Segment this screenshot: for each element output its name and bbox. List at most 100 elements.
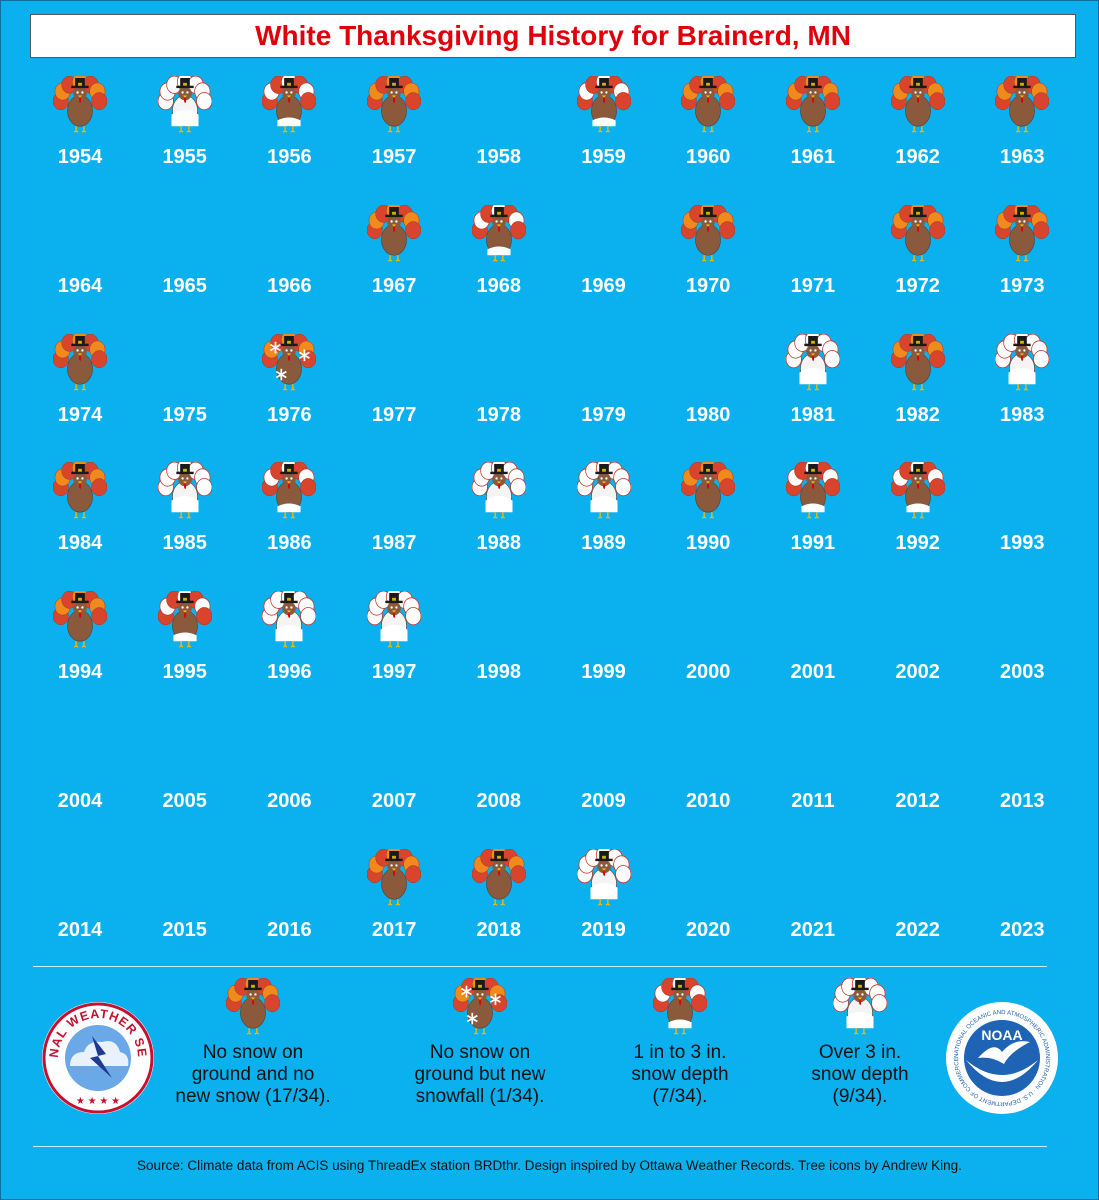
turkey-icon-deep_depth xyxy=(995,333,1050,391)
year-cell-1958: 1958 xyxy=(447,76,551,204)
legend-item-light_depth: 1 in to 3 in. snow depth (7/34). xyxy=(595,978,765,1108)
year-label: 2022 xyxy=(895,918,940,941)
year-cell-2008: 2008 xyxy=(447,720,551,848)
year-cell-2013: 2013 xyxy=(970,720,1074,848)
legend-label: Over 3 in. snow depth (9/34). xyxy=(811,1042,909,1107)
turkey-icon-none xyxy=(367,76,422,133)
year-cell-1955: 1955 xyxy=(133,76,237,204)
year-label: 1997 xyxy=(371,661,417,684)
year-label: 1986 xyxy=(267,532,312,555)
year-cell-2020: 2020 xyxy=(656,849,760,977)
year-cell-1980: 1980 xyxy=(656,334,760,462)
year-cell-2009: 2009 xyxy=(552,720,656,848)
year-cell-1962: 1962 xyxy=(866,76,970,204)
year-cell-1960: 1960 xyxy=(656,76,760,204)
year-label: 1961 xyxy=(790,146,836,168)
year-cell-2014: 2014 xyxy=(28,849,132,977)
year-label: 1967 xyxy=(371,274,417,297)
turkey-icon-none xyxy=(995,76,1050,133)
year-cell-2001: 2001 xyxy=(761,591,865,719)
legend-top-divider xyxy=(33,966,1047,967)
year-label: 2001 xyxy=(790,661,836,684)
turkey-icon-deep_depth xyxy=(576,462,631,519)
year-label: 2000 xyxy=(685,661,731,684)
noaa-logo-text: NOAA xyxy=(981,1027,1022,1043)
turkey-icon-none xyxy=(681,204,736,262)
year-label: 2003 xyxy=(1000,661,1045,684)
year-label: 1968 xyxy=(476,274,522,297)
year-cell-1977: 1977 xyxy=(342,334,446,462)
year-label: 1973 xyxy=(1000,274,1045,297)
year-cell-2012: 2012 xyxy=(866,720,970,848)
year-grid: 1954 1955 1956 1957 1958 1959 1960 1961 1962 1963… xyxy=(28,76,1074,941)
year-cell-1988: 1988 xyxy=(447,462,551,590)
turkey-icon-light_depth xyxy=(262,76,317,133)
year-label: 1969 xyxy=(581,274,626,297)
year-cell-2015: 2015 xyxy=(133,849,237,977)
nws-logo: NATIONAL WEATHER SERVICE ★ ★ ★ ★ xyxy=(35,989,156,1121)
year-label: 1963 xyxy=(1000,146,1045,168)
year-label: 2013 xyxy=(1000,790,1045,812)
year-label: 1960 xyxy=(685,146,731,168)
year-label: 2005 xyxy=(162,790,207,812)
year-label: 1988 xyxy=(476,532,522,555)
chart-title-box: White Thanksgiving History for Brainerd,… xyxy=(30,14,1076,58)
legend-bottom-divider xyxy=(33,1146,1047,1147)
year-label: 1999 xyxy=(581,661,626,684)
year-cell-2017: 2017 xyxy=(342,848,446,977)
year-cell-1970: 1970 xyxy=(656,204,760,333)
turkey-icon-deep_depth xyxy=(262,591,317,648)
year-cell-1971: 1971 xyxy=(761,205,865,333)
turkey-icon-none xyxy=(890,76,945,133)
year-label: 1957 xyxy=(371,146,417,168)
year-label: 2004 xyxy=(57,790,103,812)
year-cell-1963: 1963 xyxy=(970,76,1074,204)
year-cell-1978: 1978 xyxy=(447,334,551,462)
turkey-icon-deep_depth xyxy=(157,462,212,519)
year-cell-1998: 1998 xyxy=(447,591,551,719)
year-label: 2016 xyxy=(267,918,312,941)
year-label: 2019 xyxy=(581,918,626,941)
year-label: 1970 xyxy=(685,274,731,297)
year-label: 1962 xyxy=(895,146,940,168)
turkey-icon-deep_depth xyxy=(576,848,631,906)
turkey-icon-none xyxy=(890,204,945,262)
year-label: 1959 xyxy=(581,146,626,168)
noaa-logo-svg: NOAA NATIONAL OCEANIC AND ATMOSPHERIC AD… xyxy=(946,1002,1058,1114)
year-cell-2004: 2004 xyxy=(28,720,132,848)
year-cell-1966: 1966 xyxy=(237,205,341,333)
year-cell-2016: 2016 xyxy=(237,849,341,977)
legend-turkey-icon-light_depth xyxy=(653,978,707,1035)
year-cell-1989: 1989 xyxy=(552,462,656,590)
year-cell-1975: 1975 xyxy=(133,334,237,462)
turkey-icon-none xyxy=(53,591,107,648)
year-label: 1994 xyxy=(57,661,103,684)
turkey-icon-none xyxy=(53,462,107,519)
turkey-icon-none xyxy=(367,204,422,262)
legend-turkey-icon-none xyxy=(226,978,280,1035)
year-cell-1972: 1972 xyxy=(866,204,970,333)
year-cell-1974: 1974 xyxy=(28,333,132,462)
year-cell-2003: 2003 xyxy=(970,591,1074,719)
turkey-icon-deep_depth xyxy=(785,333,840,391)
turkey-icon-none xyxy=(53,76,107,133)
year-cell-2023: 2023 xyxy=(970,849,1074,977)
year-cell-2022: 2022 xyxy=(866,849,970,977)
year-label: 2009 xyxy=(581,790,626,812)
year-cell-2007: 2007 xyxy=(342,720,446,848)
year-label: 2018 xyxy=(476,918,522,941)
seagull-icon xyxy=(978,1041,1030,1064)
year-label: 2015 xyxy=(162,918,207,941)
year-label: 2011 xyxy=(791,790,835,812)
legend-label: No snow on ground but new snowfall (1/34). xyxy=(414,1042,546,1107)
turkey-icon-none xyxy=(890,333,945,391)
year-label: 2020 xyxy=(685,918,731,941)
turkey-icon-deep_depth xyxy=(157,76,212,133)
year-label: 1975 xyxy=(162,403,207,426)
year-label: 1956 xyxy=(267,146,312,168)
turkey-icon-none xyxy=(53,333,107,391)
year-cell-1986: 1986 xyxy=(237,462,341,590)
year-label: 2023 xyxy=(1000,918,1045,941)
chart-title: White Thanksgiving History for Brainerd,… xyxy=(255,20,851,51)
turkey-icon-deep_depth xyxy=(367,591,422,648)
